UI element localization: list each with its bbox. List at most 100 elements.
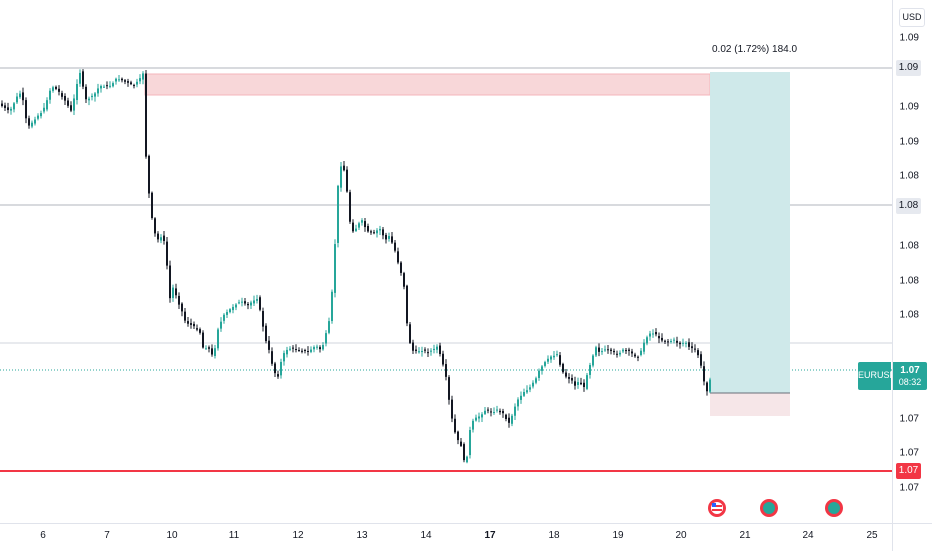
candle (268, 336, 270, 354)
candle (118, 74, 120, 82)
candle (232, 304, 234, 314)
price-scale[interactable]: USD 1.09 1.09 1.09 1.08 1.08 1.08 1.08 1.07 1.07… (892, 0, 932, 523)
candle (226, 309, 228, 318)
candle (286, 346, 288, 358)
candle (199, 327, 201, 335)
candle (709, 377, 711, 394)
candle (253, 295, 255, 306)
candle (625, 348, 627, 355)
candle (553, 350, 555, 360)
resistance-zone (144, 73, 711, 96)
candle (376, 228, 378, 238)
candle (355, 224, 357, 232)
candle (337, 184, 339, 248)
candle (466, 455, 468, 464)
currency-button[interactable]: USD (899, 8, 925, 27)
candle (202, 330, 204, 349)
candle (160, 234, 162, 244)
measure-label: 0.02 (1.72%) 184.0 (712, 44, 798, 55)
candle (505, 413, 507, 422)
candle (346, 166, 348, 193)
candle (697, 348, 699, 359)
candle (382, 226, 384, 240)
candle (157, 231, 159, 243)
candle (148, 154, 150, 199)
candle (28, 115, 30, 129)
chart-pane[interactable]: 0.02 (1.72%) 184.0 EURUSD (0, 0, 892, 523)
mid-line-price-label: 1.08 (896, 198, 921, 214)
price-tick: 1.09 (899, 136, 919, 148)
candle (670, 338, 672, 344)
candle (649, 330, 651, 341)
time-tick: 7 (104, 530, 110, 541)
candle (214, 344, 216, 359)
candle (328, 317, 330, 335)
candle (85, 84, 87, 103)
candle (388, 232, 390, 242)
time-tick: 6 (40, 530, 46, 541)
price-chart[interactable] (0, 0, 892, 523)
candle (433, 344, 435, 354)
economic-event-icon[interactable] (760, 499, 778, 517)
candle (451, 395, 453, 423)
candle (280, 358, 282, 379)
candle (340, 161, 342, 192)
candle (49, 88, 51, 104)
candle (664, 339, 666, 345)
time-tick: 10 (166, 530, 178, 541)
candle (262, 307, 264, 332)
candle (76, 79, 78, 105)
candle (166, 236, 168, 270)
time-tick: 24 (802, 530, 814, 541)
price-tick: 1.09 (899, 101, 919, 113)
candle (100, 84, 102, 93)
candle (139, 74, 141, 85)
candle (610, 347, 612, 355)
candle (565, 368, 567, 379)
candle (316, 344, 318, 350)
candle (358, 221, 360, 230)
price-tick: 1.08 (899, 240, 919, 252)
candle (577, 377, 579, 389)
candle (367, 223, 369, 233)
candle (271, 347, 273, 366)
candle (127, 78, 129, 87)
candle (220, 317, 222, 332)
time-tick: 18 (548, 530, 560, 541)
candle (469, 426, 471, 459)
candle (154, 217, 156, 237)
candle (334, 239, 336, 298)
candle (265, 323, 267, 344)
candle (235, 303, 237, 311)
candle (547, 355, 549, 365)
candle (520, 391, 522, 404)
candle (313, 345, 315, 353)
candle (688, 338, 690, 351)
candle (325, 330, 327, 347)
candle (10, 106, 12, 115)
candle (481, 412, 483, 422)
us-flag-icon[interactable] (708, 499, 726, 517)
candle (544, 360, 546, 368)
time-tick: 17 (484, 530, 496, 541)
upper-zone-price-label: 1.09 (896, 60, 921, 76)
price-tick: 1.08 (899, 275, 919, 287)
candle (349, 189, 351, 224)
time-tick: 20 (675, 530, 687, 541)
time-tick: 25 (866, 530, 878, 541)
candle (658, 332, 660, 344)
candle (61, 90, 63, 100)
candle (412, 339, 414, 354)
candle (46, 97, 48, 112)
economic-event-icon[interactable] (825, 499, 843, 517)
candle (307, 346, 309, 356)
symbol-tag: EURUSD (858, 362, 892, 390)
candle (70, 101, 72, 113)
candle (646, 335, 648, 346)
candle (541, 364, 543, 375)
time-scale[interactable]: 6 7 10 11 12 13 14 17 18 19 20 21 24 25 (0, 523, 892, 551)
candle (223, 313, 225, 324)
price-tick: 1.07 (899, 413, 919, 425)
candle (706, 381, 708, 396)
price-tick: 1.09 (899, 32, 919, 44)
